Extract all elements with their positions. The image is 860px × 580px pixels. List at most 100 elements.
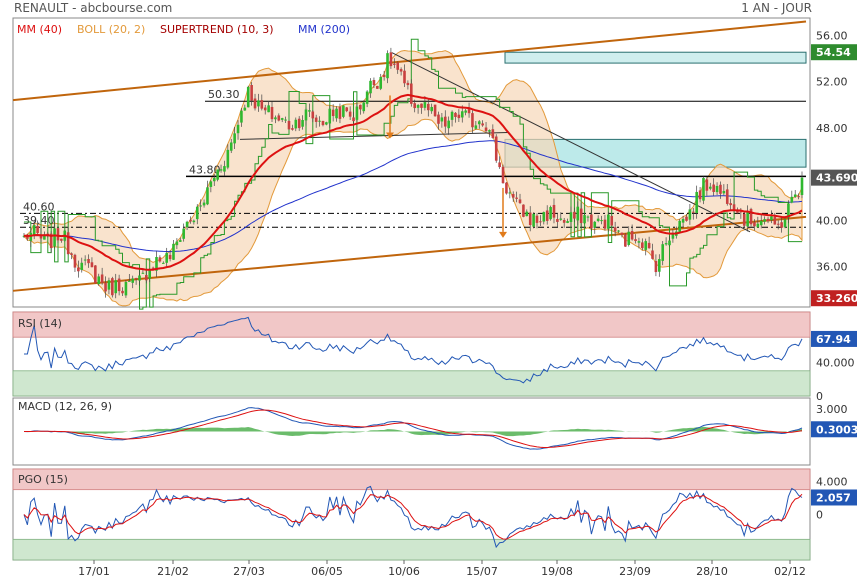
x-date-label: 15/07 [466,565,498,578]
level-label: 50.30 [208,88,240,101]
candle-body [678,220,681,233]
candle-body [195,206,199,220]
candle-body [698,190,702,200]
candle-body [600,220,603,222]
candle-body [749,208,753,225]
indicator-tick-label: 40.000 [816,356,855,369]
candle-body [681,218,685,223]
candle-body [739,211,743,213]
candle-body [410,83,413,104]
candle-body [284,119,287,121]
candle-body [128,280,131,282]
candle-body [100,274,104,283]
candle-body [542,212,546,222]
chart-period: 1 AN - JOUR [741,1,812,15]
candle-body [80,262,84,271]
candle-body [800,177,804,196]
x-date-label: 21/02 [157,565,189,578]
legend-mm200: MM (200) [298,23,350,36]
candle-body [175,241,179,246]
candle-body [579,208,583,224]
candle-body [345,107,349,112]
candle-body [712,184,715,192]
x-date-label: 17/01 [78,565,110,578]
candle-body [545,210,549,221]
candle-body [430,106,433,112]
candle-body [559,218,563,220]
candle-body [423,102,427,108]
mm40-line [23,93,803,271]
candle-body [552,204,556,218]
candle-body [53,228,56,247]
candle-body [107,280,111,290]
candle-body [352,117,355,122]
candle-body [776,223,780,225]
candle-body [362,102,366,112]
candle-body [90,262,94,268]
candle-body [148,269,152,279]
candle-body [226,149,230,168]
candle-body [158,257,162,262]
candle-body [773,216,777,225]
candle-body [447,120,450,129]
candle-body [382,74,386,78]
candle-body [342,105,345,117]
candle-body [607,214,610,229]
candle-body [508,192,512,194]
candle-body [212,177,216,182]
candle-body [399,69,403,72]
x-date-label: 10/06 [388,565,420,578]
candle-body [403,70,406,84]
candle-body [532,213,535,227]
candle-body [379,77,383,89]
candle-body [83,259,87,261]
rsi-line [24,316,803,384]
candle-body [178,240,182,242]
candle-body [715,185,719,193]
oversold-zone [12,370,811,397]
indicator-tick-label: 3.000 [816,403,848,416]
candle-body [314,117,318,122]
candle-body [192,220,196,223]
candle-body [651,250,654,259]
candle-body [797,196,800,198]
candle-body [695,191,698,213]
candle-body [206,187,209,205]
candle-body [294,119,298,129]
candle-body [586,216,590,218]
candle-body [189,219,192,222]
candle-body [443,116,447,127]
candle-body [223,166,226,172]
candle-body [416,104,420,108]
candle-body [145,275,148,281]
candle-body [590,214,593,229]
legend-mm40: MM (40) [17,23,62,36]
candle-body [566,221,569,223]
candle-body [60,238,63,241]
candle-body [124,281,128,296]
candle-body [522,204,525,217]
x-date-label: 06/05 [311,565,343,578]
candle-body [280,118,284,120]
candle-body [474,125,478,129]
candle-body [253,98,257,109]
candle-body [376,85,379,89]
candle-body [732,204,736,210]
candle-body [467,108,471,114]
candle-body [389,52,393,67]
indicator-tick-label: 0 [816,509,823,522]
candle-body [770,216,773,221]
candle-body [233,133,236,144]
oversold-zone [12,538,811,561]
indicator-tag [811,489,857,506]
candle-body [549,207,552,220]
candle-body [131,278,135,283]
price-tick-label: 48.00 [816,122,848,135]
candle-body [719,184,722,194]
candle-body [780,222,783,228]
indicator-tick-label: 4.000 [816,475,848,488]
downtrend-line [391,52,751,233]
x-date-label: 23/09 [619,565,651,578]
candle-body [501,166,505,184]
candle-body [763,219,766,222]
